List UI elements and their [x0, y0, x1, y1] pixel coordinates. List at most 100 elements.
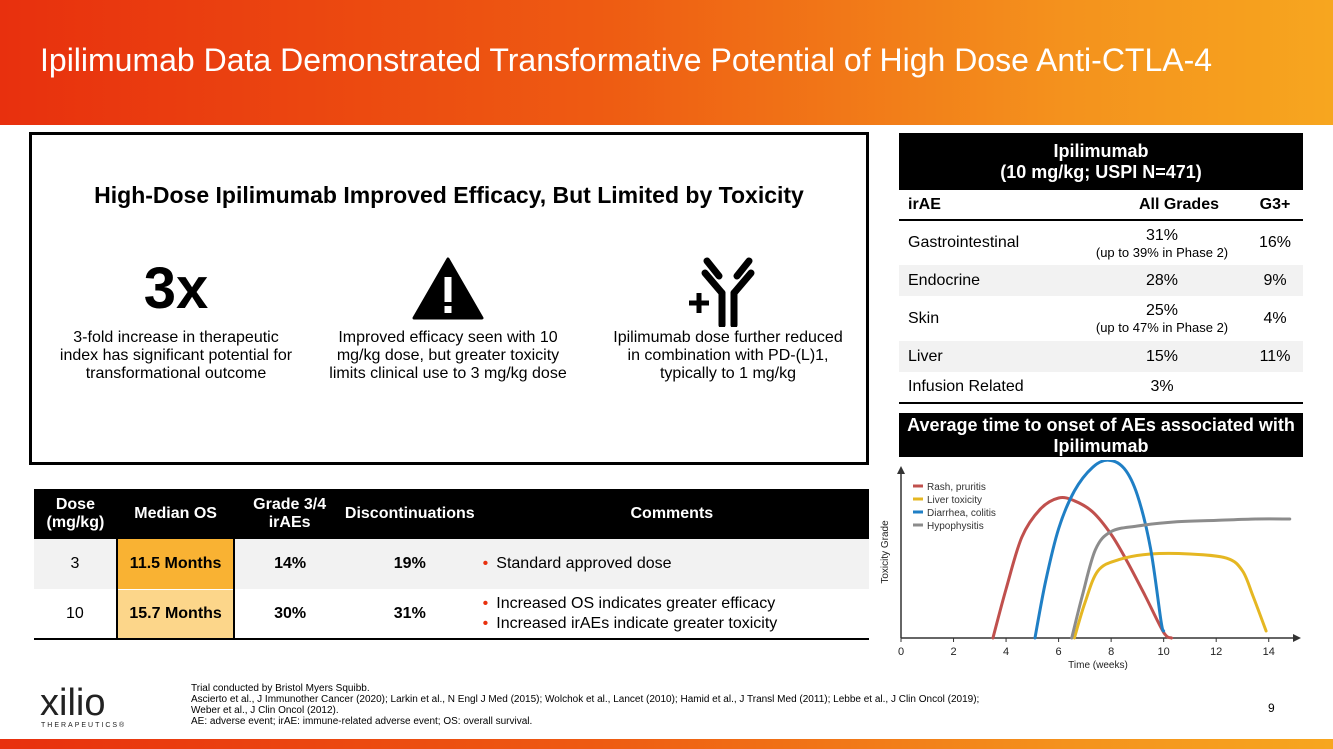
bullet-dot: • — [482, 554, 489, 572]
onset-chart-title: Average time to onset of AEs associated … — [899, 413, 1303, 457]
g3-value — [1247, 372, 1303, 404]
three-x-value: 3x — [143, 256, 209, 321]
header-g3: G3+ — [1247, 190, 1303, 221]
header-all-grades: All Grades — [1077, 190, 1247, 221]
dose-value: 10 — [34, 589, 117, 640]
all-grades-cell: 25% (up to 47% in Phase 2) — [1077, 296, 1247, 341]
comment-cell: • Standard approved dose — [474, 539, 869, 590]
comment-text: Standard approved dose — [496, 554, 672, 572]
x-tick-label: 4 — [1003, 646, 1009, 658]
g3-value: 11% — [1247, 341, 1303, 372]
therapeutic-index-text: 3-fold increase in therapeutic index has… — [59, 329, 293, 382]
irae-name: Infusion Related — [899, 372, 1077, 404]
dose-comparison-table: Dose (mg/kg) Median OS Grade 3/4 irAEs D… — [34, 489, 869, 640]
bottom-accent-bar — [0, 739, 1333, 749]
median-os-value: 11.5 Months — [115, 539, 236, 590]
phase2-note: (up to 47% in Phase 2) — [1095, 320, 1229, 335]
irae-header-row: irAE All Grades G3+ — [899, 190, 1303, 221]
table-row: Skin 25% (up to 47% in Phase 2) 4% — [899, 296, 1303, 341]
x-tick-label: 10 — [1158, 646, 1170, 658]
table-row: 10 15.7 Months 30% 31% • Increased OS ind… — [34, 589, 869, 640]
legend-label: Rash, pruritis — [927, 482, 986, 493]
bullet-dot: • — [482, 614, 489, 632]
comment-text: Increased irAEs indicate greater toxicit… — [496, 614, 778, 632]
toxicity-column: Improved efficacy seen with 10 mg/kg dos… — [328, 255, 568, 383]
y-axis-label: Toxicity Grade — [880, 520, 891, 584]
bullet-dot: • — [482, 594, 489, 612]
antibody-plus-icon — [689, 257, 755, 327]
series-line-hypophysitis — [1070, 517, 1292, 640]
comment-cell: • Increased OS indicates greater efficacy… — [474, 589, 869, 640]
all-grades-value: 28% — [1077, 265, 1247, 296]
header-dose: Dose (mg/kg) — [46, 496, 105, 531]
combination-column: Ipilimumab dose further reduced in combi… — [608, 255, 848, 383]
legend-label: Hypophysitis — [927, 521, 984, 532]
footnotes: Trial conducted by Bristol Myers Squibb.… — [191, 683, 979, 727]
warning-icon — [412, 257, 484, 320]
table-row: Infusion Related 3% — [899, 372, 1303, 404]
slide-title: Ipilimumab Data Demonstrated Transformat… — [40, 42, 1213, 78]
table-row: 3 11.5 Months 14% 19% • Standard approved… — [34, 539, 869, 590]
irae-name: Gastrointestinal — [908, 234, 1020, 251]
all-grades-value: 25% — [1145, 302, 1179, 319]
footnote-line: AE: adverse event; irAE: immune-related … — [191, 716, 533, 727]
header-discontinuations: Discontinuations — [344, 505, 475, 522]
irae-title-line1: Ipilimumab — [1053, 140, 1149, 161]
table-row: Gastrointestinal 31% (up to 39% in Phase … — [899, 220, 1303, 265]
x-tick-label: 14 — [1263, 646, 1275, 658]
series-line-diarrhea-colitis — [1033, 460, 1166, 640]
irae-table: Ipilimumab (10 mg/kg; USPI N=471) irAE A… — [899, 133, 1303, 404]
logo-subtitle: THERAPEUTICS® — [41, 722, 127, 729]
irae-name: Skin — [908, 309, 940, 327]
median-os-value: 15.7 Months — [115, 589, 236, 640]
comment-text: Increased OS indicates greater efficacy — [496, 594, 776, 612]
footnote-line: Trial conducted by Bristol Myers Squibb. — [191, 683, 370, 694]
irae-title-line2: (10 mg/kg; USPI N=471) — [1000, 161, 1202, 182]
x-tick-label: 2 — [950, 646, 956, 658]
xilio-logo: xilio THERAPEUTICS® — [40, 684, 126, 729]
all-grades-cell: 31% (up to 39% in Phase 2) — [1077, 220, 1247, 265]
header-grade-irae: Grade 3/4 irAEs — [253, 496, 327, 531]
combination-text: Ipilimumab dose further reduced in combi… — [613, 329, 843, 382]
legend-label: Diarrhea, colitis — [927, 508, 996, 519]
title-banner: Ipilimumab Data Demonstrated Transformat… — [0, 0, 1333, 125]
footnote-line: Weber et al., J Clin Oncol (2012). — [191, 705, 339, 716]
dose-value: 3 — [34, 539, 117, 590]
toxicity-text: Improved efficacy seen with 10 mg/kg dos… — [329, 329, 567, 382]
discontinuation-value: 19% — [344, 539, 475, 590]
table-header-row: Dose (mg/kg) Median OS Grade 3/4 irAEs D… — [34, 489, 869, 539]
therapeutic-index-column: 3x 3-fold increase in therapeutic index … — [56, 255, 296, 383]
g3-value: 4% — [1263, 309, 1287, 327]
x-axis-arrow — [1293, 634, 1301, 642]
efficacy-heading: High-Dose Ipilimumab Improved Efficacy, … — [94, 182, 804, 208]
x-tick-label: 12 — [1210, 646, 1222, 658]
irae-name: Endocrine — [899, 265, 1077, 296]
page-number: 9 — [1268, 701, 1275, 715]
x-axis-label: Time (weeks) — [1068, 660, 1128, 671]
irae-title: Ipilimumab (10 mg/kg; USPI N=471) — [899, 133, 1303, 190]
phase2-note: (up to 39% in Phase 2) — [1095, 244, 1229, 260]
y-axis-arrow — [897, 466, 905, 474]
grade-irae-value: 14% — [234, 539, 345, 590]
series-line-rash-pruritis — [991, 496, 1174, 640]
discontinuation-value: 31% — [344, 589, 475, 640]
onset-chart: 0 2 4 6 8 10 12 14 Time (weeks) Toxicity Grade Ras… — [880, 460, 1301, 671]
all-grades-value: 15% — [1077, 341, 1247, 372]
footnote-line: Ascierto et al., J Immunother Cancer (20… — [191, 694, 980, 705]
x-tick-label: 6 — [1056, 646, 1062, 658]
irae-title-row: Ipilimumab (10 mg/kg; USPI N=471) — [899, 133, 1303, 190]
g3-value: 9% — [1247, 265, 1303, 296]
x-tick-label: 0 — [898, 646, 904, 658]
all-grades-value: 3% — [1077, 372, 1247, 404]
x-tick-label: 8 — [1108, 646, 1114, 658]
header-median-os: Median OS — [134, 505, 217, 522]
table-row: Endocrine 28% 9% — [899, 265, 1303, 296]
logo-wordmark: xilio — [40, 682, 106, 724]
legend-label: Liver toxicity — [927, 495, 982, 506]
all-grades-value: 31% — [1145, 226, 1179, 244]
irae-name: Liver — [899, 341, 1077, 372]
series-line-liver-toxicity — [1072, 551, 1268, 640]
g3-value: 16% — [1258, 234, 1292, 251]
efficacy-box: High-Dose Ipilimumab Improved Efficacy, … — [29, 132, 869, 465]
grade-irae-value: 30% — [234, 589, 345, 640]
